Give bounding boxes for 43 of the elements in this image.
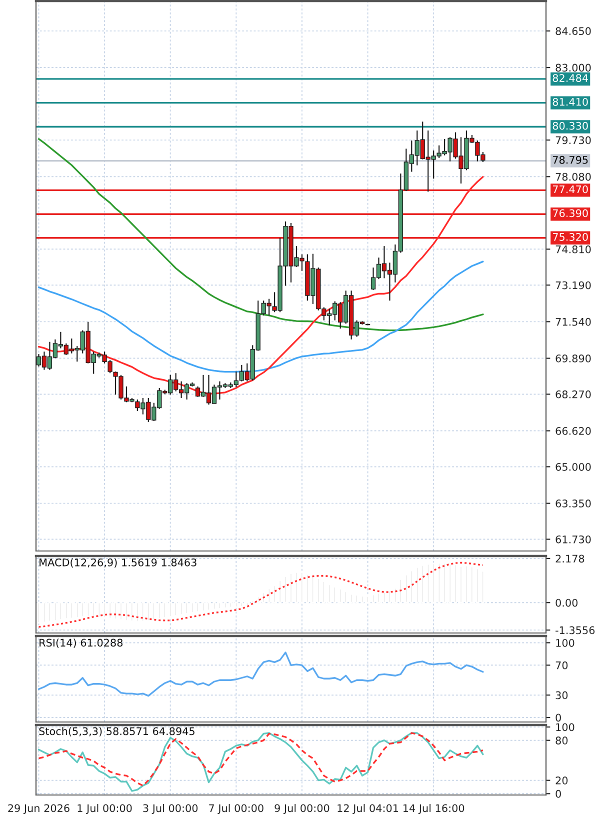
y-tick-label: 74.810 (556, 245, 591, 254)
y-tick-label: 78.080 (556, 172, 591, 181)
y-tick-label: 20 (556, 776, 568, 784)
y-tick-label: 100 (556, 638, 574, 647)
y-tick-label: 70 (556, 661, 568, 670)
x-tick-label: 12 Jul 04:01 (338, 804, 398, 814)
x-tick-label: 7 Jul 00:00 (209, 804, 264, 814)
y-tick-label: -1.3556 (556, 626, 595, 634)
y-tick-label: 0 (556, 714, 561, 722)
y-tick-label: 79.730 (556, 136, 591, 144)
y-tick-label: 69.890 (556, 354, 591, 362)
y-tick-label: 30 (556, 691, 568, 700)
y-tick-label: 71.540 (556, 318, 591, 326)
y-tick-label: 61.730 (556, 535, 591, 544)
ref-line-label: 81.410 (552, 98, 588, 106)
ref-line-label: 75.320 (552, 233, 588, 241)
ref-line-label: 78.795 (552, 156, 588, 164)
y-tick-label: 80 (556, 736, 568, 744)
y-tick-label: 73.190 (556, 281, 591, 290)
ref-line-label: 77.470 (552, 185, 588, 194)
chart-title: RSI(14) 61.0288 (40, 638, 123, 648)
y-tick-label: 0.00 (556, 598, 578, 607)
y-tick-label: 83.000 (556, 64, 591, 72)
y-tick-label: 68.270 (556, 390, 591, 398)
line-series (38, 138, 484, 332)
x-tick-label: 14 Jul 16:00 (403, 804, 464, 814)
y-tick-label: 2.178 (556, 554, 584, 563)
y-tick-label: 66.620 (556, 427, 591, 435)
y-tick-label: 63.350 (556, 500, 591, 508)
chart-title: Stoch(5,3,3) 58.8571 64.8945 (39, 727, 194, 736)
y-tick-label: 100 (556, 723, 574, 732)
x-tick-label: 29 Jun 2026 (8, 804, 70, 814)
line-series (38, 652, 484, 697)
y-tick-label: 84.650 (556, 27, 591, 36)
y-tick-label: 65.000 (556, 462, 591, 471)
chart-title: MACD(12,26,9) 1.5619 1.8463 (40, 558, 196, 568)
x-tick-label: 1 Jul 00:00 (78, 804, 132, 814)
x-tick-label: 3 Jul 00:00 (143, 804, 198, 814)
ref-line-label: 82.484 (552, 74, 588, 82)
ref-line-label: 76.390 (552, 209, 588, 218)
ref-line-label: 80.330 (552, 122, 588, 130)
y-tick-label: 0 (556, 790, 561, 798)
x-tick-label: 9 Jul 00:00 (274, 804, 330, 814)
